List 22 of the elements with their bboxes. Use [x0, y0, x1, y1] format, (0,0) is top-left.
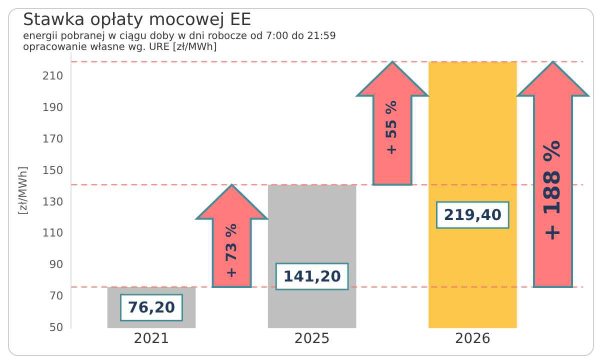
y-tick-label: 150 — [42, 164, 64, 177]
data-label: 76,20 — [128, 298, 176, 316]
y-tick-label: 90 — [49, 258, 64, 272]
y-tick-label: 70 — [49, 290, 64, 303]
y-tick-label: 130 — [42, 195, 64, 208]
y-tick-label: 210 — [42, 69, 64, 82]
chart-subtitle: energii pobranej w ciągu doby w dni robocze od 7:00 do 21:59 — [23, 30, 336, 42]
annotation: opracowanie własne wg. URE [zł/MWh] — [23, 42, 218, 54]
x-tick-label: 2025 — [294, 331, 330, 348]
x-tick-label: 2021 — [134, 331, 170, 348]
x-tick-label: 2026 — [454, 331, 491, 348]
data-label: 219,40 — [444, 206, 502, 224]
annotation: + 73 % — [224, 223, 240, 278]
y-tick-label: 170 — [42, 132, 64, 146]
data-label: 141,20 — [283, 267, 342, 286]
annotation: + 188 % — [540, 140, 566, 242]
y-tick-label: 110 — [42, 226, 64, 240]
y-axis-title: [zł/MWh] — [16, 166, 30, 215]
y-tick-label: 50 — [49, 321, 64, 334]
annotation: + 55 % — [384, 100, 400, 156]
y-tick-label: 190 — [42, 100, 64, 114]
chart-title: Stawka opłaty mocowej EE — [23, 10, 252, 31]
